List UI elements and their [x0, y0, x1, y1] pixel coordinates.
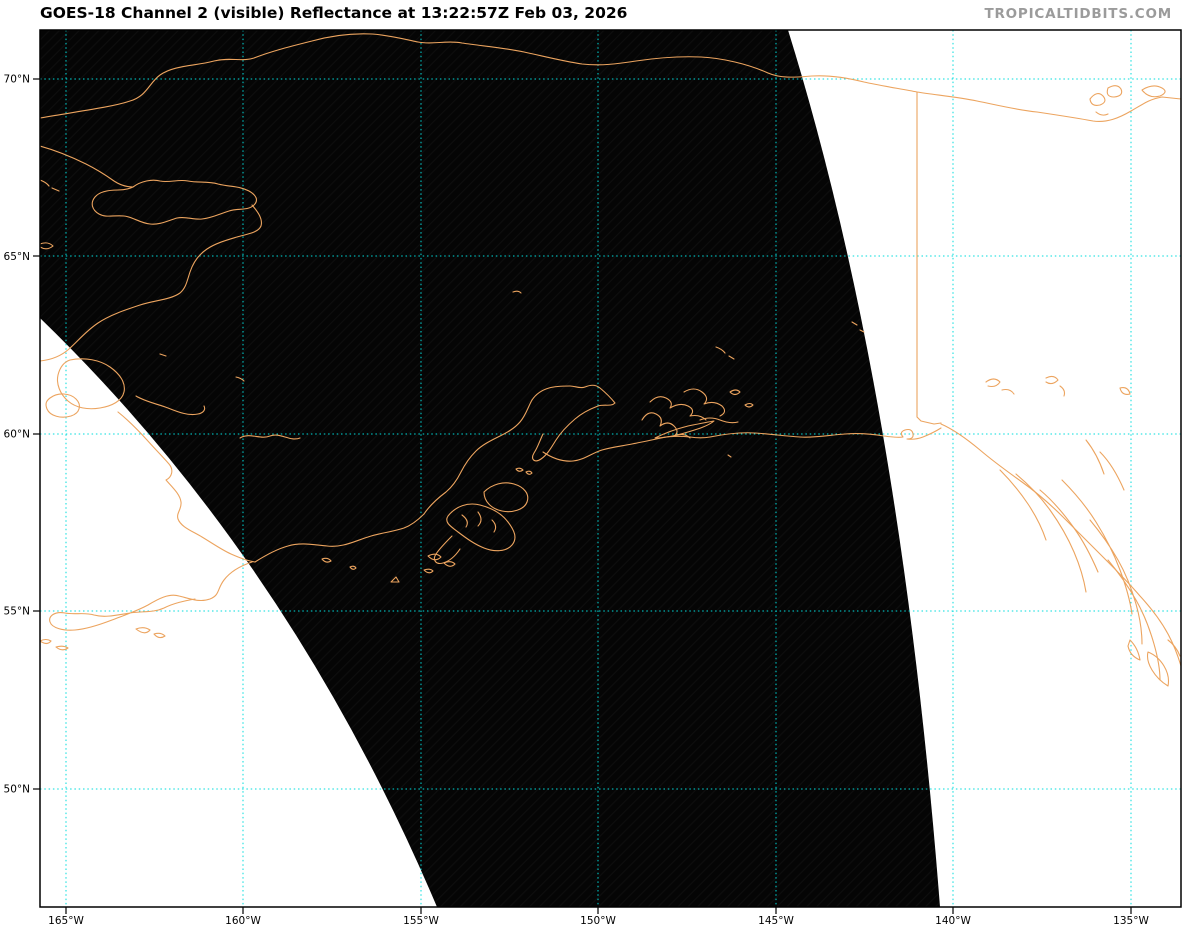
coastline-gulf-60n [709, 427, 942, 440]
lon-tick-label: 140°W [935, 915, 971, 927]
coastline-yukon-delta [56, 358, 125, 410]
lon-tick-label: 135°W [1113, 915, 1149, 927]
coastline-afognak-island [483, 482, 529, 513]
coastline-prince-william-sound [641, 388, 754, 458]
coastline-nunivak-island [45, 393, 80, 418]
coastline-kodiak-fjords [423, 511, 497, 574]
coastline-arctic [40, 33, 1181, 122]
watermark: TROPICALTIDBITS.COM [984, 6, 1172, 22]
map-frame [39, 29, 1182, 908]
coastline-cook-inlet [531, 384, 616, 462]
canada-border-line [916, 91, 942, 425]
coastline-bristol-bay [254, 513, 425, 563]
coastline-kodiak-island [446, 503, 516, 552]
lat-tick-label: 65°N [4, 251, 30, 263]
coastline-kenai-south [515, 435, 711, 475]
coastline-alaska-peninsula [49, 561, 253, 631]
lat-tick-label: 50°N [4, 784, 30, 796]
coastline-seward-peninsula [91, 179, 258, 225]
gridlines [40, 30, 1181, 907]
lon-tick-label: 145°W [758, 915, 794, 927]
lat-tick-label: 70°N [4, 74, 30, 86]
axis-labels: 70°N 65°N 60°N 55°N 50°N 165°W 160°W 155… [4, 74, 1150, 928]
coastline-norton-yukon [40, 204, 262, 362]
coastline-chukchi [40, 145, 134, 188]
coastline-arctic-islands [1089, 85, 1166, 116]
satellite-scan-swath [40, 30, 940, 907]
page-title: GOES-18 Channel 2 (visible) Reflectance … [40, 4, 628, 22]
coastline-peninsula-islets [40, 557, 400, 651]
lon-tick-label: 160°W [225, 915, 261, 927]
lon-tick-label: 165°W [48, 915, 84, 927]
lat-tick-label: 60°N [4, 429, 30, 441]
coastline-kuskokwim [117, 411, 256, 563]
coastline-montague-island [654, 420, 715, 439]
coastlines [40, 33, 1181, 687]
coastline-st-elias [985, 375, 1131, 397]
lon-tick-label: 155°W [403, 915, 439, 927]
coastline-shelikof [423, 399, 533, 515]
lat-tick-label: 55°N [4, 606, 30, 618]
lon-tick-label: 150°W [580, 915, 616, 927]
coastline-panhandle-fjords [999, 439, 1161, 681]
axis-ticks [33, 78, 1132, 914]
coastline-small-marks [40, 179, 865, 440]
coastline-panhandle-islands [1127, 639, 1181, 687]
coastline-southeast-main [940, 423, 1181, 667]
